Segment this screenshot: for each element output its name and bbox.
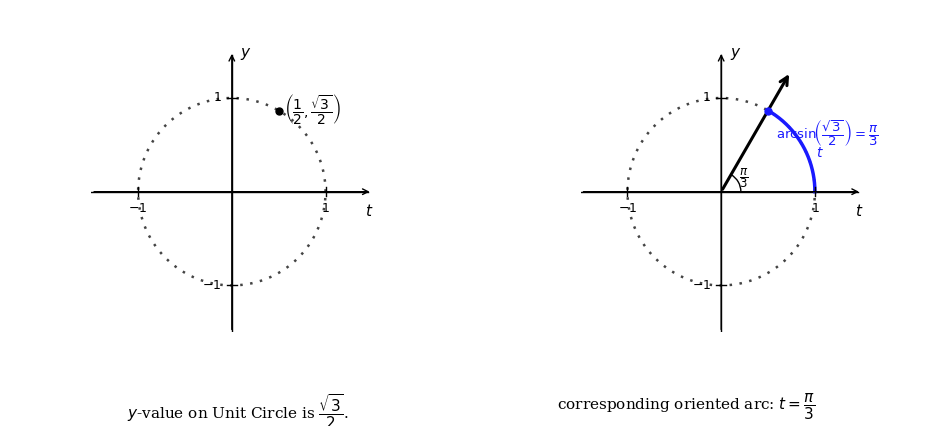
Text: $-1$: $-1$ <box>129 202 148 215</box>
Text: $t$: $t$ <box>815 146 823 160</box>
Text: $1$: $1$ <box>809 202 819 215</box>
Text: $1$: $1$ <box>321 202 329 215</box>
Text: $\left(\dfrac{1}{2},\dfrac{\sqrt{3}}{2}\right)$: $\left(\dfrac{1}{2},\dfrac{\sqrt{3}}{2}\… <box>284 92 341 126</box>
Text: $-1$: $-1$ <box>617 202 636 215</box>
Text: corresponding oriented arc: $t = \dfrac{\pi}{3}$: corresponding oriented arc: $t = \dfrac{… <box>557 392 814 422</box>
Text: $\dfrac{\pi}{3}$: $\dfrac{\pi}{3}$ <box>739 167 748 190</box>
Text: $y$: $y$ <box>240 46 251 62</box>
Text: $1$: $1$ <box>212 92 221 104</box>
Text: $y$-value on Unit Circle is $\dfrac{\sqrt{3}}{2}$.: $y$-value on Unit Circle is $\dfrac{\sqr… <box>127 392 349 426</box>
Text: $-1$: $-1$ <box>691 279 710 292</box>
Text: $y$: $y$ <box>729 46 741 62</box>
Text: $t$: $t$ <box>854 203 863 219</box>
Text: $\mathrm{arcsin}\!\left(\dfrac{\sqrt{3}}{2}\right) = \dfrac{\pi}{3}$: $\mathrm{arcsin}\!\left(\dfrac{\sqrt{3}}… <box>775 118 877 148</box>
Text: $1$: $1$ <box>702 92 710 104</box>
Text: $-1$: $-1$ <box>202 279 221 292</box>
Text: $t$: $t$ <box>365 203 373 219</box>
